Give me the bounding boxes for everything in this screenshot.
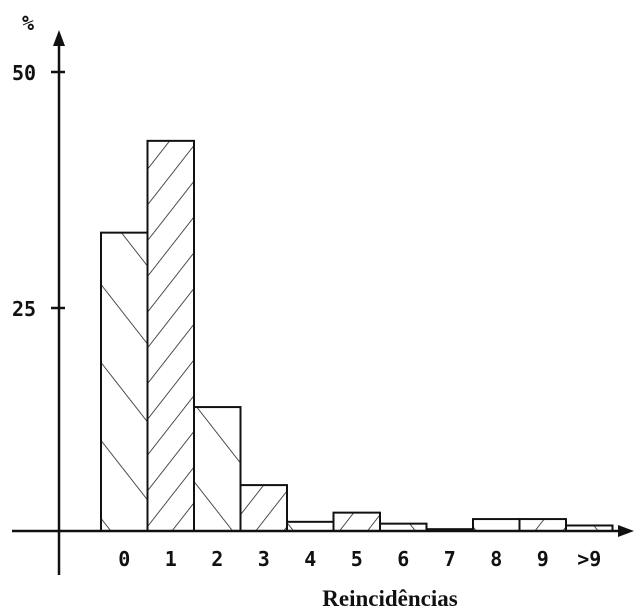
bar-8 bbox=[472, 518, 521, 532]
bars-group bbox=[100, 139, 614, 533]
x-tick-labels-group: 0 1 2 3 4 5 6 7 8 9 >9 bbox=[118, 547, 601, 571]
x-tick-label-0: 0 bbox=[118, 547, 130, 571]
x-tick-label-5: 5 bbox=[351, 547, 363, 571]
x-tick-label-1: 1 bbox=[165, 547, 177, 571]
y-tick-label-25: 25 bbox=[12, 297, 36, 321]
x-tick-label-8: 8 bbox=[490, 547, 502, 571]
bar-3 bbox=[239, 484, 288, 533]
x-tick-label-9: 9 bbox=[537, 547, 549, 571]
x-tick-label-10: >9 bbox=[577, 547, 601, 571]
bar-5 bbox=[332, 511, 381, 533]
bar-0 bbox=[100, 231, 149, 532]
bar-4 bbox=[286, 520, 335, 533]
y-axis-arrow bbox=[53, 30, 65, 46]
x-tick-label-7: 7 bbox=[444, 547, 456, 571]
x-axis-arrow bbox=[618, 525, 634, 537]
x-tick-label-6: 6 bbox=[397, 547, 409, 571]
bar-9 bbox=[518, 518, 567, 532]
x-tick-label-2: 2 bbox=[211, 547, 223, 571]
x-tick-label-3: 3 bbox=[258, 547, 270, 571]
bar-2 bbox=[193, 406, 242, 533]
x-tick-label-4: 4 bbox=[304, 547, 316, 571]
y-axis-unit-label: % bbox=[22, 11, 34, 35]
x-axis-title: Reincidências bbox=[322, 586, 457, 611]
y-tick-label-50: 50 bbox=[12, 61, 36, 85]
bar-1 bbox=[146, 139, 195, 532]
